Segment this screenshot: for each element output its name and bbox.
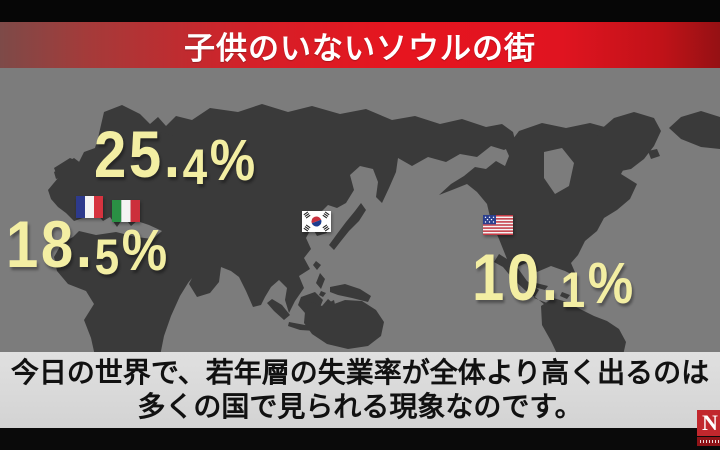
newsweek-wordmark-strip: [697, 437, 720, 446]
japan-islands: [329, 203, 366, 250]
france-flag-icon: [76, 196, 103, 218]
page-title: 子供のいないソウルの街: [184, 30, 536, 66]
label-unemployment-usa: 10.1%: [472, 240, 634, 318]
taiwan-island: [313, 261, 321, 270]
label-unemployment-europe-bottom: 18.5%: [6, 207, 168, 285]
title-banner: 子供のいないソウルの街: [0, 22, 720, 68]
caption-line-2: 多くの国で見られる現象なのです。: [137, 391, 583, 422]
top-letterbox-bar: [0, 0, 720, 22]
italy-flag-icon: [112, 200, 140, 222]
bottom-letterbox-bar: [0, 428, 720, 450]
south-korea-flag-icon: [302, 211, 331, 232]
caption-box: 今日の世界で、若年層の失業率が全体より高く出るのは 多くの国で見られる現象なので…: [0, 352, 720, 428]
caribbean-islands: [534, 283, 570, 299]
iceland-island: [648, 149, 660, 159]
label-unemployment-europe-top: 25.4%: [94, 117, 256, 195]
australia-landmass: [304, 299, 384, 349]
newsweek-n-icon: N: [697, 410, 720, 436]
caption-line-1: 今日の世界で、若年層の失業率が全体より高く出るのは: [10, 357, 710, 388]
arctic-islands: [148, 132, 178, 147]
newsweek-logo: N: [697, 410, 720, 446]
britain-island: [62, 158, 82, 176]
sumatra-island: [267, 299, 290, 320]
greenland-landmass: [592, 112, 661, 172]
new-guinea-island: [330, 284, 371, 302]
eurasia-africa-landmass: [48, 104, 516, 356]
south-america-landmass: [541, 298, 626, 360]
northeast-edge-landmass: [669, 111, 720, 149]
ireland-island: [54, 168, 64, 179]
north-america-landmass: [439, 123, 637, 313]
usa-flag-icon: [483, 215, 513, 235]
hudson-bay: [544, 148, 574, 194]
philippines-islands: [316, 273, 326, 297]
